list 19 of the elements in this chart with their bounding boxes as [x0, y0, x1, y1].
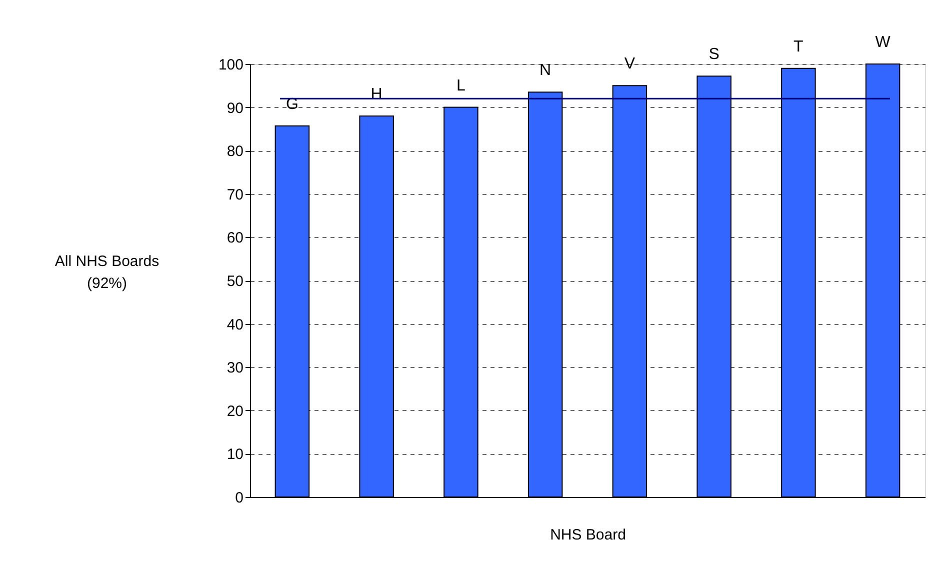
y-tick-label: 100: [218, 56, 244, 74]
x-tick-label: W: [875, 34, 892, 51]
y-tick-label: 30: [226, 360, 244, 377]
x-tick-label: V: [624, 56, 636, 73]
x-tick-label: S: [708, 46, 720, 64]
y-tick-label: 90: [226, 100, 244, 117]
y-tick-label: 10: [226, 446, 244, 464]
x-tick-label: T: [794, 38, 804, 56]
y-tick-label: 0: [235, 490, 244, 506]
x-tick-label: L: [456, 77, 466, 94]
y-tick-label: 20: [226, 402, 244, 420]
y-tick-label: 60: [226, 230, 244, 247]
y-tick-label: 70: [226, 186, 244, 204]
x-axis-title: NHS Board: [550, 526, 626, 544]
y-tick-label: 50: [226, 273, 244, 290]
y-tick-label: 80: [226, 143, 244, 160]
y-tick-label: 40: [226, 316, 244, 334]
x-tick-label: N: [540, 62, 552, 80]
text: All NHS Boards (92%): [54, 253, 160, 292]
